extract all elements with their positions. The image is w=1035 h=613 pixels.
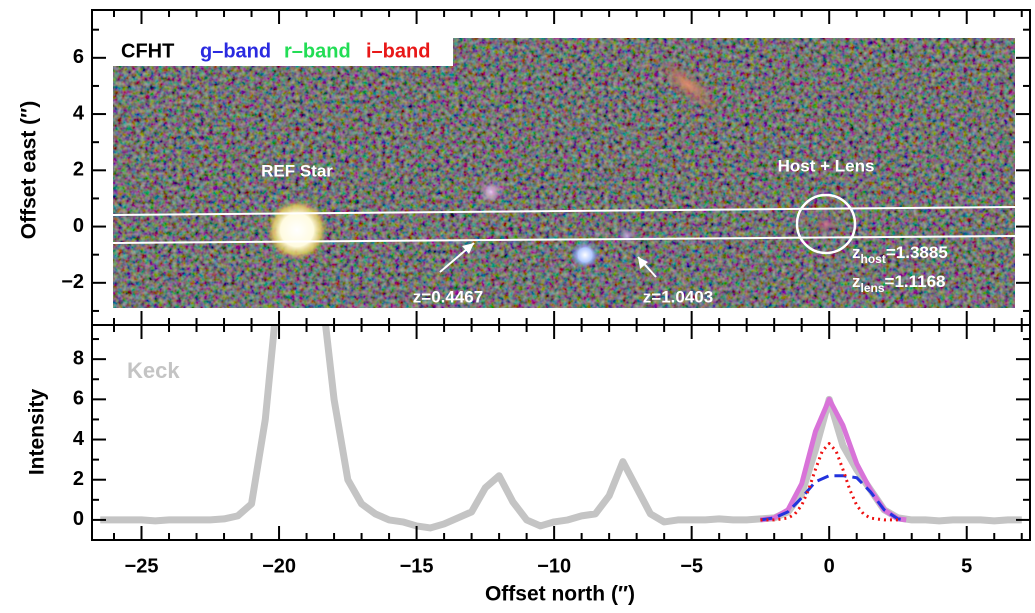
x-axis-label: Offset north (′′): [485, 583, 635, 606]
annotation-subscript: lens: [861, 281, 885, 295]
series-line: [760, 444, 898, 520]
annotation-text: =1.3885: [886, 243, 948, 262]
x-tick-label: 0: [824, 555, 835, 577]
y-tick-label: 2: [73, 468, 84, 490]
series-line: [100, 279, 1022, 528]
annotation: REF Star: [261, 161, 333, 180]
galaxy: [617, 226, 637, 246]
x-tick-label: −5: [680, 555, 703, 577]
y-tick-label: 6: [73, 46, 84, 68]
annotation: Host + Lens: [778, 156, 875, 175]
y-tick-label: 0: [73, 508, 84, 530]
annotation-text: =1.1168: [885, 272, 946, 291]
plot-area: [100, 279, 1022, 528]
y-tick-label: 6: [73, 388, 84, 410]
x-tick-label: −15: [400, 555, 434, 577]
annotation-symbol: z: [852, 272, 861, 291]
legend-entry: g–band: [200, 40, 271, 62]
host-galaxy: [815, 213, 837, 235]
y-tick-label: −2: [61, 271, 84, 293]
x-tick-label: −20: [262, 555, 296, 577]
annotation-symbol: z: [852, 243, 861, 262]
series-label: Keck: [127, 358, 180, 383]
galaxy: [571, 241, 599, 269]
image-background: [113, 38, 1015, 308]
y-axis-label: Intensity: [26, 389, 49, 476]
x-tick-label: −25: [125, 555, 159, 577]
y-tick-label: 2: [73, 159, 84, 181]
y-tick-label: 4: [73, 428, 85, 450]
legend-entry: r–band: [284, 40, 351, 62]
annotation: z=0.4467: [413, 287, 483, 306]
ref-star: [267, 200, 327, 260]
y-tick-label: 8: [73, 347, 84, 369]
sky-image: CFHT g–band r–band i–band REF Star Host …: [113, 38, 1015, 308]
galaxy: [477, 178, 505, 206]
annotation: z=1.0403: [643, 287, 713, 306]
legend-entry: i–band: [366, 40, 430, 62]
y-tick-label: 0: [73, 215, 84, 237]
legend-title: CFHT: [121, 40, 174, 62]
x-tick-label: −10: [537, 555, 571, 577]
x-tick-label: 5: [961, 555, 972, 577]
figure: CFHT g–band r–band i–band REF Star Host …: [0, 0, 1035, 608]
axes-frame: [92, 325, 1030, 540]
y-axis-label: Offset east (′′): [18, 101, 41, 239]
y-tick-label: 4: [73, 102, 85, 124]
annotation-subscript: host: [861, 252, 886, 266]
